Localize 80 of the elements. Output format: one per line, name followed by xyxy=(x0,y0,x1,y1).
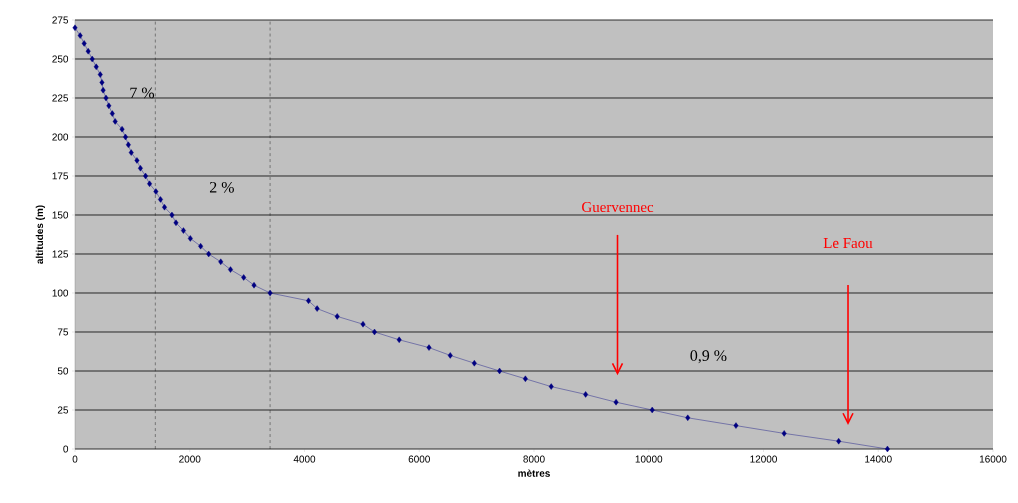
y-axis-title: altitudes (m) xyxy=(35,205,46,264)
point xyxy=(685,414,691,421)
point xyxy=(396,336,402,343)
y-tick-label: 125 xyxy=(52,250,69,258)
point xyxy=(548,383,554,390)
point xyxy=(447,352,453,359)
point xyxy=(106,102,112,109)
point xyxy=(99,79,105,86)
y-tick-label: 25 xyxy=(57,406,69,414)
point xyxy=(119,126,125,133)
y-tick-label: 250 xyxy=(52,55,69,63)
point xyxy=(93,63,99,70)
point xyxy=(306,297,311,304)
point xyxy=(218,258,224,265)
point xyxy=(162,204,167,211)
point xyxy=(187,235,193,242)
point xyxy=(153,188,159,195)
point xyxy=(471,360,477,367)
y-tick-label: 200 xyxy=(52,133,69,141)
annotation: 2 % xyxy=(209,181,234,193)
point xyxy=(613,399,619,406)
x-tick-label: 8000 xyxy=(523,455,545,463)
y-tick-label: 100 xyxy=(52,289,69,297)
point xyxy=(158,196,163,203)
y-tick-label: 225 xyxy=(52,94,69,102)
point xyxy=(181,227,186,234)
x-tick-label: 10000 xyxy=(635,455,663,463)
y-tick-label: 75 xyxy=(57,328,69,336)
x-tick-label: 0 xyxy=(72,455,78,463)
point xyxy=(173,219,179,226)
x-axis-title: mètres xyxy=(518,469,550,477)
point xyxy=(198,243,204,250)
point xyxy=(109,110,115,117)
point xyxy=(522,375,528,382)
y-tick-label: 50 xyxy=(57,367,69,375)
point xyxy=(241,274,247,281)
point xyxy=(360,321,366,328)
x-tick-label: 2000 xyxy=(179,455,201,463)
point xyxy=(89,55,95,63)
point xyxy=(100,87,106,94)
y-tick-label: 175 xyxy=(52,172,69,180)
x-tick-label: 16000 xyxy=(979,455,1007,463)
point xyxy=(85,48,91,55)
point xyxy=(97,71,103,78)
annotation: Guervennec xyxy=(582,202,654,213)
point xyxy=(77,32,83,39)
point xyxy=(733,422,739,429)
x-tick-label: 6000 xyxy=(408,455,430,463)
point xyxy=(137,165,143,172)
point xyxy=(134,157,140,164)
point xyxy=(228,266,233,273)
y-tick-label: 275 xyxy=(52,16,69,24)
point xyxy=(251,282,257,289)
point xyxy=(103,94,109,102)
annotation: 7 % xyxy=(130,87,155,99)
point xyxy=(649,406,655,414)
point xyxy=(112,118,118,125)
point xyxy=(147,180,153,187)
point xyxy=(583,391,589,398)
annotation: 0,9 % xyxy=(690,350,727,364)
x-tick-label: 4000 xyxy=(293,455,316,463)
point xyxy=(334,313,340,320)
point xyxy=(81,40,87,47)
point xyxy=(143,172,149,180)
y-tick-label: 0 xyxy=(63,445,69,453)
point xyxy=(314,305,320,312)
point xyxy=(781,430,787,437)
x-tick-label: 12000 xyxy=(750,455,777,463)
point xyxy=(497,367,503,375)
point xyxy=(72,24,78,31)
point xyxy=(206,250,212,258)
point xyxy=(169,211,175,219)
point xyxy=(267,289,273,297)
point xyxy=(836,438,842,445)
x-tick-label: 14000 xyxy=(865,455,892,463)
annotation: Le Faou xyxy=(823,238,873,249)
y-tick-label: 150 xyxy=(52,211,69,219)
point xyxy=(128,149,134,156)
point xyxy=(426,344,432,351)
point xyxy=(125,141,131,148)
